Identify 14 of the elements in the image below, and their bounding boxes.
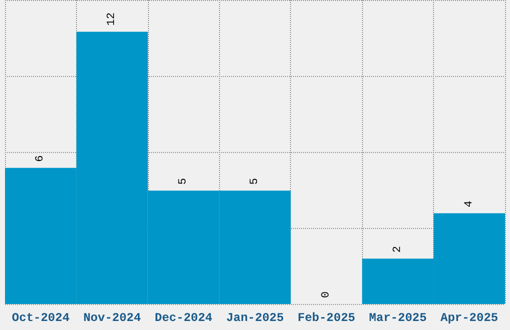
x-tick-label: Nov-2024 — [83, 311, 141, 325]
data-label: 2 — [392, 246, 404, 253]
x-tick-label: Jan-2025 — [226, 311, 284, 325]
data-label: 5 — [178, 178, 190, 185]
x-tick-label: Feb-2025 — [298, 311, 356, 325]
x-tick-label: Apr-2025 — [440, 311, 498, 325]
data-label: 0 — [320, 291, 332, 298]
x-tick-label: Mar-2025 — [369, 311, 427, 325]
data-label: 5 — [249, 178, 261, 185]
data-label: 6 — [34, 155, 47, 162]
x-tick-label: Dec-2024 — [154, 311, 212, 325]
data-label: 12 — [106, 12, 118, 26]
x-tick-label: Oct-2024 — [12, 311, 70, 325]
data-label: 4 — [463, 200, 476, 208]
